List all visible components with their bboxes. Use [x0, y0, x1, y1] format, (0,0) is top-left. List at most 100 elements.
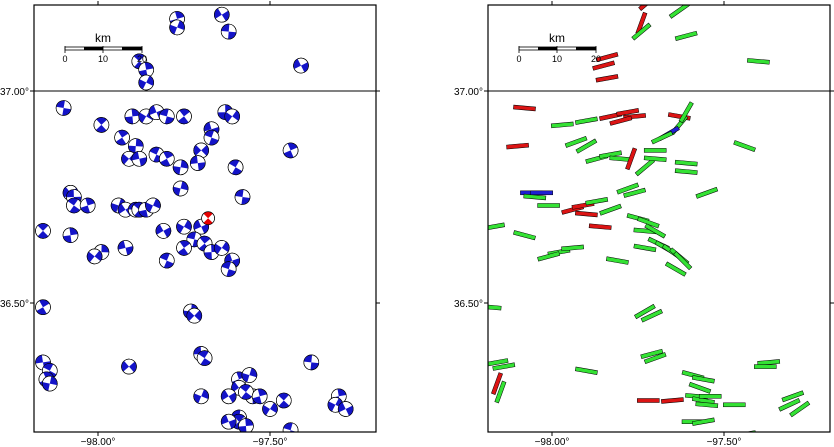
- left-scale-bar: km 0 10 20: [62, 31, 147, 64]
- left-map-panel: −98.00° −97.50° 37.00° 36.50° km 0 10 20: [0, 1, 380, 447]
- right-map-frame: [488, 5, 830, 432]
- right-x-tick-label: −97.50°: [707, 437, 742, 447]
- stress-orientation-bar-red: [595, 52, 619, 63]
- left-y-tick-label: 36.50°: [0, 299, 29, 310]
- stress-orientation-bar-red: [588, 223, 612, 230]
- focal-mechanism-symbol: [93, 117, 110, 133]
- stress-orientation-bar-red: [491, 372, 503, 395]
- stress-orientation-bar-green: [643, 352, 667, 365]
- left-x-tick-label: −98.00°: [81, 437, 116, 447]
- stress-orientation-bar-green: [688, 381, 712, 394]
- focal-mechanism-symbol: [176, 240, 192, 256]
- stress-orientation-bar-green: [633, 243, 657, 253]
- focal-mechanism-symbol: [241, 367, 258, 383]
- focal-mechanism-symbol: [234, 189, 251, 205]
- focal-mechanism-symbol: [138, 74, 154, 91]
- focal-mechanism-symbol: [176, 108, 192, 125]
- focal-mechanism-symbol: [172, 180, 189, 197]
- stress-orientation-bar-green: [678, 101, 694, 124]
- stress-orientation-bar-green: [574, 116, 598, 125]
- focal-mechanism-symbol: [262, 401, 278, 417]
- focal-mechanism-symbol: [190, 155, 206, 171]
- stress-orientation-bar-green: [623, 187, 647, 198]
- stress-orientation-bar-green: [589, 0, 611, 3]
- right-scale-label-10: 10: [552, 54, 562, 64]
- right-map-border: [487, 4, 831, 433]
- stress-orientation-bar-red: [574, 210, 598, 218]
- stress-orientation-bar-green: [664, 261, 687, 277]
- focal-mechanism-symbol: [227, 159, 244, 176]
- focal-mechanism-symbol: [117, 240, 134, 256]
- stress-orientation-bar-green: [488, 358, 509, 367]
- stress-orientation-bar-green: [691, 417, 715, 426]
- stress-orientation-bar-green: [643, 148, 667, 153]
- stress-orientation-bar-green: [634, 303, 656, 320]
- stress-orientation-bar-green: [674, 159, 698, 167]
- focal-mechanism-symbol: [220, 23, 237, 40]
- stress-orientation-bar-green: [564, 135, 588, 148]
- focal-mechanism-symbol: [41, 375, 58, 392]
- left-scale-label-0: 0: [62, 54, 67, 64]
- right-scale-label-0: 0: [516, 54, 521, 64]
- stress-orientation-bar-green: [691, 375, 715, 384]
- focal-mechanism-symbol: [220, 413, 237, 430]
- stress-orientation-bar-red: [513, 104, 536, 112]
- left-scale-label-10: 10: [98, 54, 108, 64]
- right-scale-bar: km 0 10 20: [516, 31, 601, 64]
- stress-orientation-bar-red: [592, 60, 616, 71]
- stress-orientation-bar-green: [605, 256, 629, 265]
- focal-mechanism-symbol: [159, 151, 175, 167]
- focal-mechanism-symbol: [293, 57, 309, 74]
- left-scale-title: km: [95, 31, 111, 45]
- stress-orientation-bar-green: [643, 155, 667, 163]
- right-map-panel: −98.00° −97.50° 37.00° 36.50° km 0 10 20: [454, 0, 834, 447]
- stress-orientation-bar-green: [674, 168, 698, 175]
- stress-orientation-bar-green: [640, 348, 664, 359]
- focal-mechanism-symbol: [214, 6, 230, 23]
- stress-orientation-bar-red: [609, 115, 633, 126]
- stress-orientation-bar-green: [550, 121, 574, 129]
- right-x-tick-label: −98.00°: [535, 437, 570, 447]
- stress-orientation-bar-green: [650, 130, 674, 145]
- stress-orientation-bar-green: [733, 140, 756, 153]
- stress-orientation-bar-green: [561, 244, 585, 252]
- stress-orientation-bar-green: [674, 30, 698, 41]
- focal-mechanism-symbol: [203, 129, 220, 146]
- focal-mechanism-symbol: [66, 197, 82, 214]
- stress-orientation-bar-green: [575, 138, 598, 154]
- stress-orientation-bar-green: [599, 0, 621, 2]
- stress-orientation-bar-green: [698, 394, 722, 399]
- stress-orientation-bar-green: [513, 230, 536, 241]
- stress-orientation-bar-green: [574, 366, 598, 375]
- stress-orientation-bar-green: [778, 398, 801, 412]
- focal-mechanism-symbol: [337, 401, 354, 417]
- stress-orientation-bar-red: [595, 74, 619, 83]
- focal-mechanism-symbol: [176, 218, 192, 235]
- left-map-border: [33, 4, 377, 433]
- left-y-tick-label: 37.00°: [0, 87, 29, 98]
- focal-mechanism-symbol: [169, 19, 185, 36]
- focal-mechanism-symbol: [35, 299, 51, 316]
- stress-orientation-bar-green: [673, 251, 693, 271]
- stress-orientation-bar-green: [640, 308, 663, 323]
- left-scale-label-20: 20: [137, 54, 147, 64]
- right-stress-bars: [488, 0, 811, 432]
- focal-mechanism-symbol: [214, 240, 230, 256]
- stress-orientation-bar-green: [616, 182, 640, 195]
- stress-orientation-bar-green: [494, 380, 507, 404]
- stress-orientation-bar-green: [537, 203, 560, 208]
- stress-orientation-bar-red: [660, 397, 684, 404]
- focal-mechanism-symbol: [224, 108, 240, 125]
- stress-orientation-bar-green: [668, 5, 690, 19]
- stress-orientation-bar-green: [492, 362, 516, 371]
- focal-mechanism-symbol: [172, 159, 189, 176]
- focal-mechanism-symbol: [35, 223, 51, 239]
- focal-mechanism-symbol: [155, 223, 172, 239]
- stress-orientation-bar-green: [746, 58, 770, 65]
- focal-mechanism-symbol: [275, 392, 292, 409]
- stress-orientation-bar-green: [585, 197, 609, 206]
- stress-orientation-bar-green: [789, 400, 811, 418]
- focal-mechanism-symbol: [193, 388, 209, 405]
- stress-orientation-bar-green: [644, 223, 667, 239]
